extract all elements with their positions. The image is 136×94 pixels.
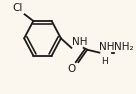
Text: H: H (101, 57, 108, 66)
Text: NH: NH (72, 37, 88, 47)
Text: Cl: Cl (13, 3, 23, 13)
Text: NH: NH (99, 42, 115, 52)
Text: O: O (68, 64, 76, 74)
Text: NH₂: NH₂ (114, 42, 134, 52)
